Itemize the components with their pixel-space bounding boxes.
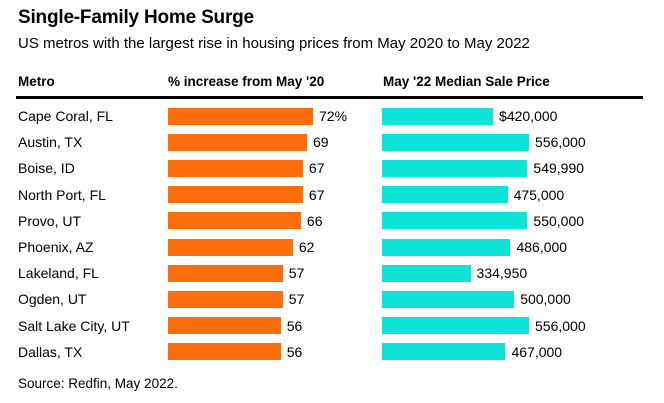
metro-label: Lakeland, FL [18,265,99,282]
increase-bar [168,317,281,335]
price-bar [382,264,471,282]
metro-label: North Port, FL [18,186,106,203]
increase-bar [168,290,283,308]
increase-value: 56 [286,317,303,334]
price-bar [382,290,515,308]
chart-rows: Cape Coral, FL 72% $420,000 Austin, TX 69 556… [0,103,664,365]
table-row: Phoenix, AZ 62 486,000 [0,234,664,260]
increase-bar [168,264,283,282]
increase-bar [168,343,281,361]
table-row: North Port, FL 67 475,000 [0,182,664,208]
table-row: Lakeland, FL 57 334,950 [0,260,664,286]
table-row: Salt Lake City, UT 56 556,000 [0,313,664,339]
increase-bar [168,107,313,125]
column-headers: Metro % increase from May '20 May '22 Me… [0,74,664,92]
metro-label: Salt Lake City, UT [18,317,130,334]
table-row: Dallas, TX 56 467,000 [0,339,664,365]
metro-label: Cape Coral, FL [18,108,113,124]
header-divider [16,96,643,99]
price-value: 556,000 [535,317,586,334]
increase-bar [168,159,303,177]
increase-value: 72% [319,108,348,124]
price-value: 467,000 [511,343,563,360]
increase-value: 62 [298,238,315,255]
increase-value: 67 [308,186,325,203]
metro-label: Austin, TX [18,134,83,151]
chart-title: Single-Family Home Surge [18,7,254,28]
increase-value: 69 [312,134,329,151]
source-note: Source: Redfin, May 2022. [18,376,178,391]
metro-label: Dallas, TX [18,343,83,360]
chart-subtitle: US metros with the largest rise in housi… [18,35,530,52]
metro-label: Boise, ID [18,160,75,177]
table-row: Cape Coral, FL 72% $420,000 [0,103,664,129]
increase-bar [168,238,293,256]
price-bar [382,317,529,335]
metro-label: Provo, UT [18,212,82,229]
price-value: $420,000 [499,108,558,124]
price-value: 550,000 [533,212,585,229]
table-row: Provo, UT 66 550,000 [0,208,664,234]
price-value: 334,950 [476,265,528,282]
increase-bar [168,212,301,230]
increase-value: 57 [288,291,305,308]
column-header-increase: % increase from May '20 [168,74,325,89]
price-bar [382,159,528,177]
increase-value: 66 [306,212,323,229]
price-bar [382,238,511,256]
column-header-price: May '22 Median Sale Price [383,74,550,89]
metro-label: Phoenix, AZ [18,238,94,255]
price-bar [382,343,506,361]
table-row: Boise, ID 67 549,990 [0,155,664,181]
table-row: Austin, TX 69 556,000 [0,129,664,155]
price-bar [382,186,508,204]
price-bar [382,133,529,151]
price-bar [382,212,528,230]
column-header-metro: Metro [18,74,55,89]
price-value: 475,000 [513,186,565,203]
price-bar [382,107,494,125]
table-row: Ogden, UT 57 500,000 [0,286,664,312]
increase-bar [168,186,303,204]
increase-bar [168,133,307,151]
price-value: 556,000 [535,134,586,151]
increase-value: 57 [288,265,305,282]
price-value: 486,000 [516,238,568,255]
price-value: 549,990 [533,160,585,177]
increase-value: 56 [286,343,303,360]
price-value: 500,000 [520,291,571,308]
increase-value: 67 [308,160,325,177]
metro-label: Ogden, UT [18,291,87,308]
